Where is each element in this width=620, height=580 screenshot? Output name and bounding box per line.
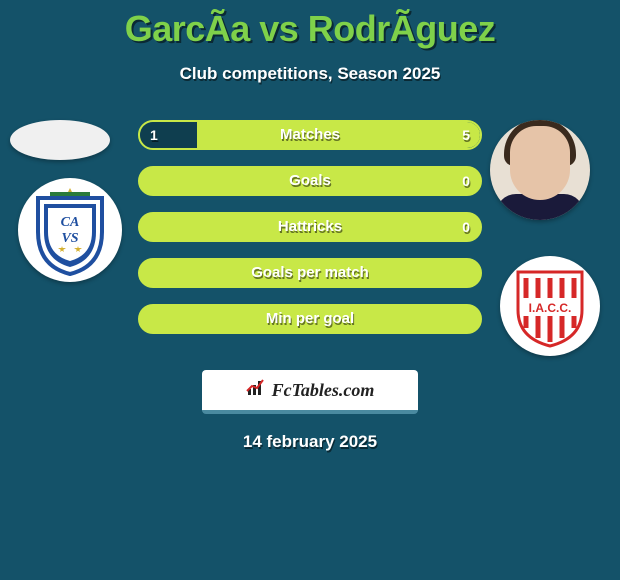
bar-label: Goals (140, 168, 480, 194)
page-title: GarcÃ­a vs RodrÃ­guez (0, 0, 620, 50)
bar-label: Matches (140, 122, 480, 148)
stat-bar: 0Hattricks (138, 212, 482, 242)
shield-icon: I.A.C.C. (514, 268, 586, 348)
player-left-avatar (10, 120, 110, 160)
svg-text:CA: CA (61, 215, 80, 230)
brand-box[interactable]: FcTables.com (202, 370, 418, 414)
stat-bars: 15Matches 0Goals 0Hattricks Goals per match… (138, 120, 482, 350)
bar-label: Min per goal (140, 306, 480, 332)
comparison-panel: CA VS I.A.C.C. 15Matches 0Goals 0Hattricks… (0, 120, 620, 370)
subtitle: Club competitions, Season 2025 (0, 64, 620, 84)
team-left-badge: CA VS (18, 178, 122, 282)
brand-text: FcTables.com (272, 380, 375, 401)
shield-icon: CA VS (32, 188, 108, 276)
player-right-avatar (490, 120, 590, 220)
bar-label: Goals per match (140, 260, 480, 286)
stat-bar: Goals per match (138, 258, 482, 288)
chart-icon (246, 379, 268, 402)
stat-bar: Min per goal (138, 304, 482, 334)
team-right-badge: I.A.C.C. (500, 256, 600, 356)
stat-bar: 15Matches (138, 120, 482, 150)
svg-text:VS: VS (61, 231, 78, 246)
bar-label: Hattricks (140, 214, 480, 240)
stat-bar: 0Goals (138, 166, 482, 196)
date-text: 14 february 2025 (0, 432, 620, 452)
team-right-monogram: I.A.C.C. (529, 301, 572, 315)
